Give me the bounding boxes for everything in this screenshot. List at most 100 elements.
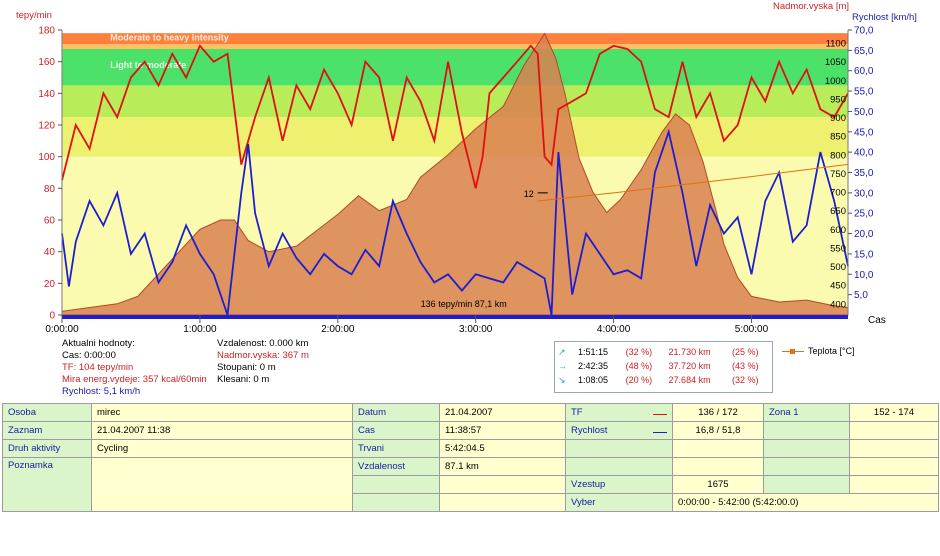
hr-label-text: TF	[571, 407, 583, 418]
speed-tick-label: 40,0	[854, 148, 874, 159]
y-tick-label: 140	[38, 89, 55, 100]
altitude-tick-label: 400	[830, 299, 846, 310]
distance-label: Vzdalenost	[352, 457, 440, 476]
empty-cell	[763, 439, 850, 458]
altitude-axis-title: Nadmor.vyska [m]	[773, 1, 849, 12]
empty-cell	[672, 439, 764, 458]
hr-label: TF	[565, 403, 673, 422]
selection-value: 0:00:00 - 5:42:00 (5:42:00.0)	[672, 493, 939, 512]
downhill-icon: ↘	[558, 374, 566, 385]
stats-distance-pct: (43 %)	[732, 361, 759, 371]
stats-time-pct: (48 %)	[625, 361, 653, 371]
info-row: Zaznam 21.04.2007 11:38 Cas 11:38:57 Ryc…	[2, 421, 939, 440]
speed-tick-label: 10,0	[854, 270, 874, 281]
altitude-tick-label: 600	[830, 225, 846, 236]
altitude-tick-label: 1050	[825, 57, 846, 68]
x-tick-label: 2:00:00	[321, 324, 355, 335]
distance-value: 87.1 km	[439, 457, 566, 476]
duration-label: Trvani	[352, 439, 440, 458]
speed-tick-label: 65,0	[854, 46, 874, 57]
temperature-legend[interactable]: Teplota [°C]	[782, 346, 855, 356]
stats-distance: 37.720 km	[668, 361, 711, 371]
altitude-tick-label: 550	[830, 243, 846, 254]
empty-cell	[352, 475, 440, 494]
readout-ascent: Stoupani: 0 m	[217, 362, 276, 373]
info-row: Vyber 0:00:00 - 5:42:00 (5:42:00.0)	[3, 493, 939, 512]
activity-type-value: Cycling	[91, 439, 353, 458]
cursor-label: 12	[524, 189, 534, 199]
altitude-tick-label: 500	[830, 262, 846, 273]
zone-label: Zona 1	[763, 403, 850, 422]
slope-stats-box: ↗ 1:51:15 (32 %) 21.730 km (25 %) → 2:42…	[554, 341, 773, 393]
speed-line	[61, 128, 849, 316]
stats-row: → 2:42:35 (48 %) 37.720 km (43 %)	[555, 359, 772, 373]
zone-band	[62, 44, 848, 49]
x-tick-label: 3:00:00	[459, 324, 493, 335]
speed-tick-label: 20,0	[854, 229, 874, 240]
info-row: Osoba mirec Datum 21.04.2007 TF 136 / 17…	[2, 403, 939, 422]
empty-cell	[849, 439, 939, 458]
x-axis-bar	[62, 315, 848, 319]
speed-tick-label: 35,0	[854, 168, 874, 179]
altitude-tick-label: 750	[830, 169, 846, 180]
stats-time-pct: (32 %)	[625, 347, 653, 357]
altitude-tick-label: 950	[830, 94, 846, 105]
zone-label: Light to moderate	[110, 60, 186, 70]
y-tick-label: 120	[38, 121, 55, 132]
stats-time-pct: (20 %)	[625, 375, 653, 385]
altitude-area	[61, 32, 849, 316]
time-value: 11:38:57	[439, 421, 566, 440]
altitude-tick-label: 700	[830, 188, 846, 199]
speed-tick-label: 30,0	[854, 188, 874, 199]
temperature-swatch-icon	[782, 348, 804, 355]
speed-series	[61, 128, 849, 316]
empty-cell	[763, 475, 850, 494]
temperature-line	[537, 163, 849, 202]
empty-cell	[439, 493, 566, 512]
activity-chart[interactable]: Moderate to heavy intensity Light to mode…	[0, 0, 940, 340]
altitude-tick-label: 900	[830, 113, 846, 124]
slope-stats-table: ↗ 1:51:15 (32 %) 21.730 km (25 %) → 2:42…	[555, 345, 772, 387]
empty-cell	[763, 457, 850, 476]
x-tick-label: 4:00:00	[597, 324, 631, 335]
note-value[interactable]	[91, 457, 353, 512]
readout-distance: Vzdalenost: 0.000 km	[217, 338, 309, 349]
uphill-icon: ↗	[558, 346, 566, 357]
empty-cell	[439, 475, 566, 494]
empty-cell	[565, 457, 673, 476]
duration-value: 5:42:04.5	[439, 439, 566, 458]
temperature-series	[537, 163, 849, 202]
person-value: mirec	[91, 403, 353, 422]
altitude-tick-label: 850	[830, 132, 846, 143]
y-tick-label: 0	[49, 311, 55, 322]
empty-cell	[352, 493, 440, 512]
hr-value: 136 / 172	[672, 403, 764, 422]
activity-type-label: Druh aktivity	[2, 439, 92, 458]
current-values-panel-2: Vzdalenost: 0.000 km Nadmor.vyska: 367 m…	[217, 338, 309, 386]
person-label: Osoba	[2, 403, 92, 422]
altitude-tick-label: 800	[830, 150, 846, 161]
speed-tick-label: 60,0	[854, 66, 874, 77]
speed-axis-title: Rychlost [km/h]	[852, 12, 917, 23]
y-tick-label: 80	[44, 184, 56, 195]
stats-distance-pct: (32 %)	[732, 375, 759, 385]
ascent-label: Vzestup	[565, 475, 673, 494]
altitude-tick-label: 1000	[825, 76, 846, 87]
y-tick-label: 160	[38, 57, 55, 68]
speed-line-icon	[653, 432, 667, 433]
x-tick-label: 1:00:00	[183, 324, 217, 335]
speed-tick-label: 45,0	[854, 127, 874, 138]
chart-axes: 0 20 40 60 80 100 120 140 160 180 tepy/min 400 450 50…	[16, 1, 917, 335]
speed-tick-label: 25,0	[854, 209, 874, 220]
speed-tick-label: 5,0	[854, 290, 868, 301]
stats-time: 2:42:35	[578, 361, 609, 371]
speed-tick-label: 55,0	[854, 87, 874, 98]
hr-line-icon	[653, 414, 667, 415]
y-tick-label: 40	[44, 247, 56, 258]
altitude-tick-label: 1100	[826, 39, 846, 50]
date-label: Datum	[352, 403, 440, 422]
speed-tick-label: 50,0	[854, 107, 874, 118]
readout-altitude: Nadmor.vyska: 367 m	[217, 350, 309, 361]
zone-band	[62, 33, 848, 45]
empty-cell	[763, 421, 850, 440]
